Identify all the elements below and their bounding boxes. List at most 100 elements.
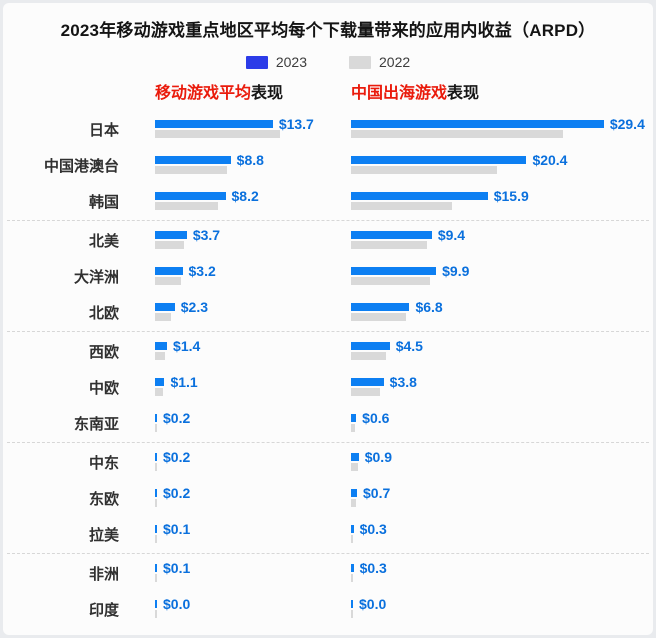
region-label: 东南亚 xyxy=(73,415,119,433)
region-label: 北欧 xyxy=(88,304,119,322)
panel-average-bars: $8.8 xyxy=(155,153,351,174)
region-label: 中欧 xyxy=(88,379,119,397)
bar-2023 xyxy=(155,192,226,200)
region-label: 中东 xyxy=(88,454,119,472)
chart-row: 中欧 $1.1 $3.8 xyxy=(3,369,653,405)
legend-swatch-2023-icon xyxy=(245,55,268,69)
chart-row: 拉美 $0.1 $0.3 xyxy=(3,516,653,552)
bar-2023 xyxy=(155,378,165,386)
value-label-2023: $1.1 xyxy=(170,374,198,390)
value-label-2023: $0.6 xyxy=(362,410,390,426)
panel-header-overseas-highlight: 中国出海游戏 xyxy=(351,85,448,102)
chart-row: 中国港澳台 $8.8 $20.4 xyxy=(3,147,653,183)
value-label-2023: $3.2 xyxy=(188,263,216,279)
chart-row: 印度 $0.0 $0.0 xyxy=(3,591,653,627)
bar-2023 xyxy=(155,231,187,239)
bar-2022 xyxy=(155,313,172,321)
bar-2023 xyxy=(351,231,432,239)
chart-rows: 日本 $13.7 $29.4 中国港澳台 $8.8 xyxy=(3,111,653,627)
bar-2022 xyxy=(155,202,218,210)
bar-2023 xyxy=(351,303,410,311)
value-label-2023: $4.5 xyxy=(395,338,423,354)
chart-row: 西欧 $1.4 $4.5 xyxy=(3,333,653,369)
legend-swatch-2022-icon xyxy=(349,55,371,69)
value-label-2023: $0.2 xyxy=(163,485,191,501)
panel-overseas-bars: $4.5 xyxy=(351,338,653,360)
value-label-2023: $0.1 xyxy=(163,560,191,576)
panel-overseas-bars: $15.9 xyxy=(351,188,653,210)
legend-item-2023: 2023 xyxy=(245,54,307,70)
bar-2022 xyxy=(155,610,157,618)
legend-label-2022: 2022 xyxy=(379,54,411,70)
region-label: 中国港澳台 xyxy=(43,157,119,175)
bar-2023 xyxy=(351,600,353,608)
bar-2023 xyxy=(155,267,183,275)
region-label: 东欧 xyxy=(88,490,119,508)
bar-2023 xyxy=(155,342,168,350)
panel-overseas-bars: $9.4 xyxy=(351,228,653,249)
chart-card: 2023年移动游戏重点地区平均每个下载量带来的应用内收益（ARPD） 2023 … xyxy=(3,3,653,635)
panel-average-bars: $1.1 xyxy=(155,374,351,396)
bar-2022 xyxy=(351,166,498,174)
panel-overseas-bars: $0.3 xyxy=(351,522,653,543)
bar-2022 xyxy=(351,574,353,582)
bar-2022 xyxy=(351,130,563,138)
bar-2023 xyxy=(351,267,437,275)
bar-2022 xyxy=(351,241,427,249)
group-separator xyxy=(7,220,649,221)
bar-2023 xyxy=(351,120,604,128)
panel-header-overseas: 中国出海游戏表现 xyxy=(351,85,653,103)
value-label-2023: $3.7 xyxy=(192,227,221,243)
value-label-2023: $13.7 xyxy=(278,116,314,132)
panel-average-bars: $1.4 xyxy=(155,338,351,360)
panel-overseas-bars: $3.8 xyxy=(351,375,653,396)
value-label-2023: $0.3 xyxy=(359,560,387,576)
region-label: 北美 xyxy=(88,232,119,250)
chart-title: 2023年移动游戏重点地区平均每个下载量带来的应用内收益（ARPD） xyxy=(60,21,596,40)
bar-2023 xyxy=(351,378,384,386)
value-label-2023: $0.2 xyxy=(163,410,191,426)
bar-2022 xyxy=(351,388,381,396)
bar-2023 xyxy=(351,156,527,164)
chart-row: 非洲 $0.1 $0.3 xyxy=(3,555,653,591)
chart-row: 大洋洲 $3.2 $9.9 xyxy=(3,258,653,294)
panel-overseas-bars: $0.7 xyxy=(351,486,653,507)
region-label: 印度 xyxy=(88,601,119,619)
chart-row: 北欧 $2.3 $6.8 xyxy=(3,294,653,330)
bar-2022 xyxy=(351,277,431,285)
panel-average-bars: $8.2 xyxy=(155,189,351,210)
panel-average-bars: $2.3 xyxy=(155,300,351,321)
panel-header-average-highlight: 移动游戏平均 xyxy=(155,85,252,102)
bar-2022 xyxy=(155,352,166,360)
legend-label-2023: 2023 xyxy=(275,54,307,70)
region-label: 大洋洲 xyxy=(73,268,119,286)
bar-2022 xyxy=(351,463,358,471)
panel-average-bars: $0.2 xyxy=(155,410,351,432)
chart-row: 北美 $3.7 $9.4 xyxy=(3,222,653,258)
chart-row: 东南亚 $0.2 $0.6 xyxy=(3,405,653,441)
panel-overseas-bars: $0.0 xyxy=(351,597,653,618)
panel-average-bars: $0.1 xyxy=(155,560,351,582)
bar-2023 xyxy=(351,453,359,461)
bar-2023 xyxy=(155,453,157,461)
value-label-2023: $0.9 xyxy=(364,449,392,465)
bar-2022 xyxy=(155,535,157,543)
bar-2022 xyxy=(155,463,157,471)
panel-header-average-rest: 表现 xyxy=(251,85,284,102)
bar-2022 xyxy=(351,535,353,543)
bar-2023 xyxy=(351,489,358,497)
bar-2023 xyxy=(351,342,390,350)
bar-2022 xyxy=(155,424,157,432)
panel-overseas-bars: $29.4 xyxy=(351,116,653,138)
value-label-2023: $1.4 xyxy=(173,338,201,354)
value-label-2023: $29.4 xyxy=(609,116,645,132)
bar-2022 xyxy=(155,277,181,285)
panel-header-overseas-rest: 表现 xyxy=(447,85,480,102)
panel-average-bars: $0.0 xyxy=(155,597,351,618)
panel-average-bars: $0.2 xyxy=(155,450,351,471)
value-label-2023: $6.8 xyxy=(415,299,443,315)
panel-average-bars: $0.1 xyxy=(155,522,351,543)
panel-overseas-bars: $6.8 xyxy=(351,299,653,321)
bar-2023 xyxy=(155,489,157,497)
value-label-2023: $15.9 xyxy=(493,188,529,204)
